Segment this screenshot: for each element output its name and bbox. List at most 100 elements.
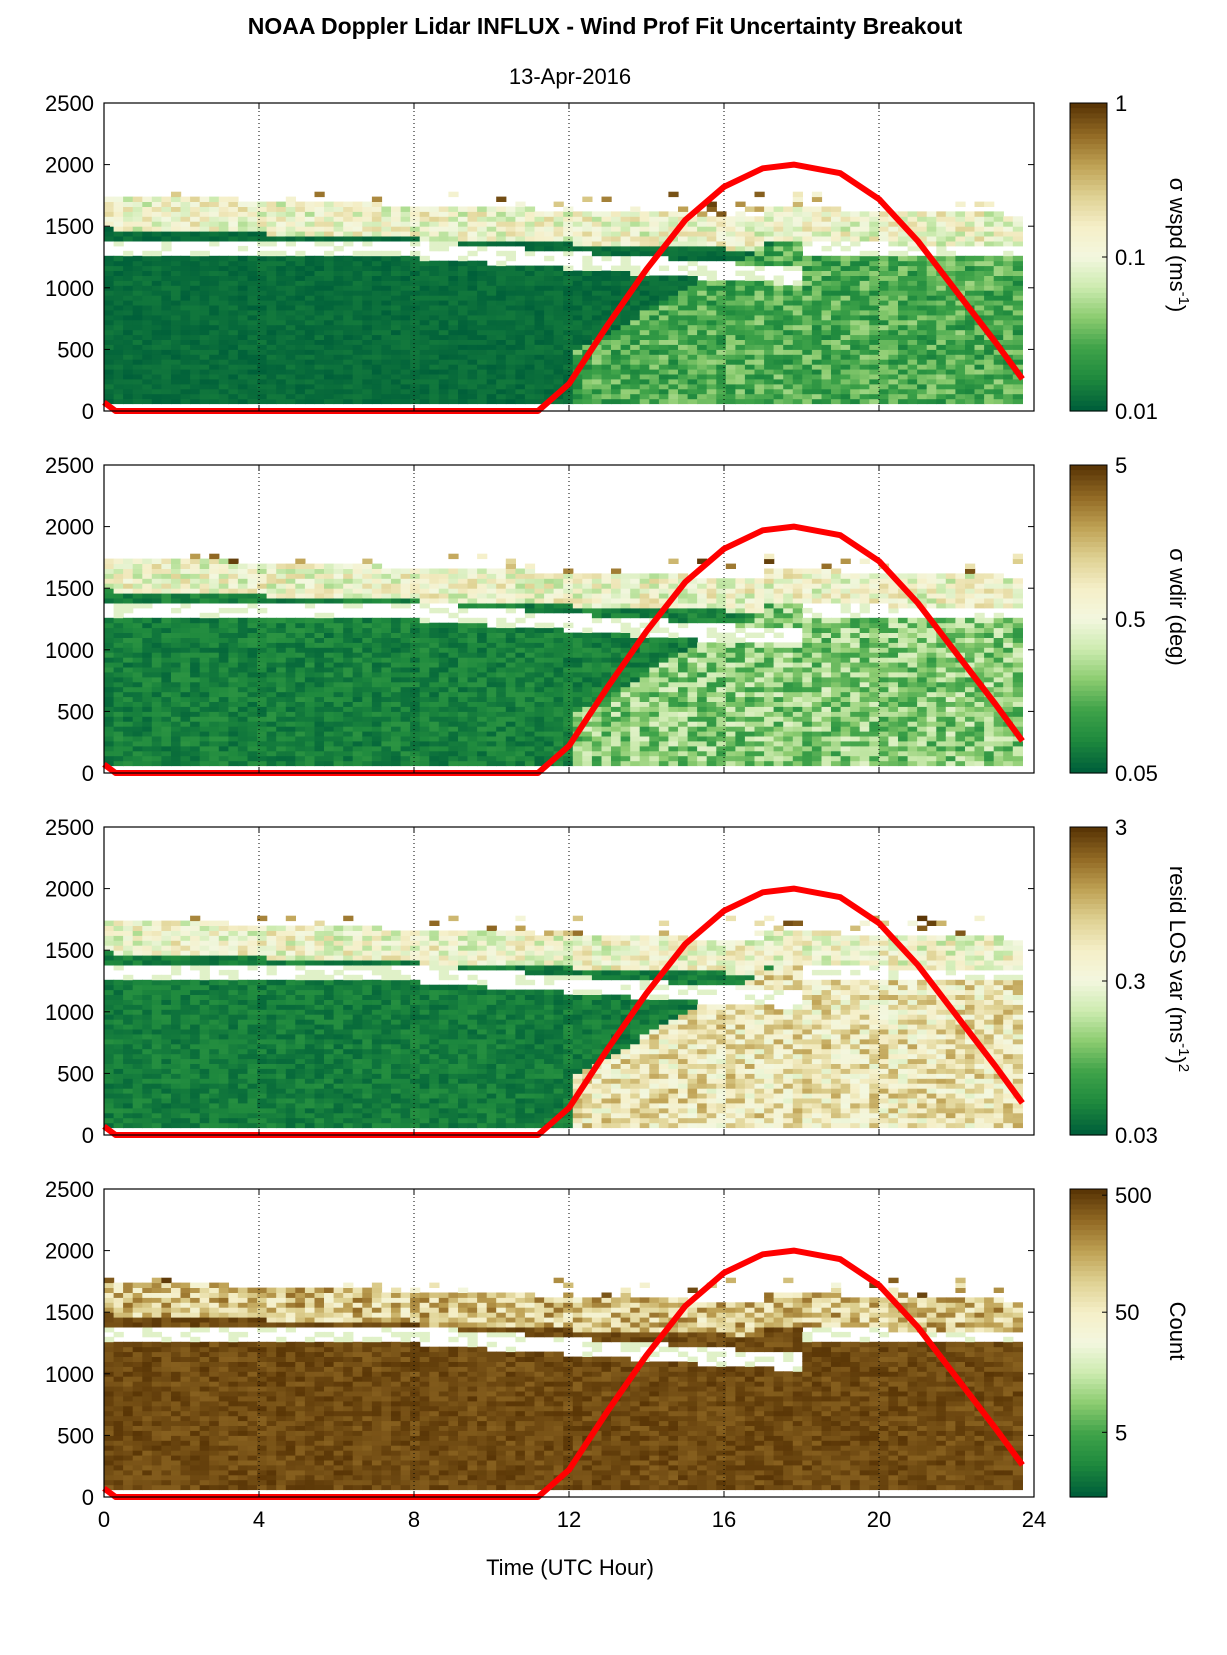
heatmap-cell bbox=[821, 369, 832, 375]
heatmap-cell bbox=[381, 637, 392, 643]
heatmap-cell bbox=[735, 226, 746, 232]
heatmap-cell bbox=[965, 398, 976, 405]
heatmap-cell bbox=[764, 305, 775, 311]
heatmap-cell bbox=[572, 290, 583, 296]
heatmap-cell bbox=[304, 617, 316, 624]
heatmap-cell bbox=[362, 652, 373, 658]
heatmap-cell bbox=[247, 642, 258, 648]
heatmap-cell bbox=[314, 339, 325, 345]
heatmap-cell bbox=[898, 211, 909, 217]
heatmap-cell bbox=[601, 295, 612, 301]
heatmap-cell bbox=[1012, 241, 1023, 247]
heatmap-cell bbox=[515, 221, 526, 227]
heatmap-cell bbox=[381, 755, 392, 762]
heatmap-cell bbox=[391, 329, 402, 336]
heatmap-cell bbox=[343, 285, 354, 291]
heatmap-cell bbox=[266, 632, 277, 638]
heatmap-cell bbox=[237, 686, 249, 693]
heatmap-cell bbox=[104, 657, 115, 663]
heatmap-cell bbox=[926, 211, 937, 217]
heatmap-cell bbox=[926, 275, 937, 281]
heatmap-cell bbox=[190, 558, 201, 564]
heatmap-cell bbox=[285, 622, 296, 629]
heatmap-cell bbox=[639, 285, 650, 291]
heatmap-cell bbox=[831, 216, 842, 222]
heatmap-cell bbox=[458, 364, 469, 370]
heatmap-cell bbox=[314, 598, 325, 604]
heatmap-cell bbox=[697, 300, 708, 306]
heatmap-cell bbox=[352, 598, 363, 604]
heatmap-cell bbox=[381, 622, 392, 629]
heatmap-cell bbox=[984, 354, 995, 360]
heatmap-cell bbox=[343, 667, 354, 673]
heatmap-cell bbox=[142, 226, 153, 232]
heatmap-cell bbox=[314, 696, 325, 702]
heatmap-cell bbox=[668, 245, 679, 252]
heatmap-cell bbox=[113, 196, 124, 202]
heatmap-cell bbox=[945, 265, 956, 271]
heatmap-cell bbox=[237, 652, 249, 658]
heatmap-cell bbox=[888, 250, 899, 257]
heatmap-cell bbox=[582, 388, 593, 395]
heatmap-cell bbox=[802, 369, 813, 375]
heatmap-cell bbox=[744, 241, 756, 247]
colorbar-segment bbox=[1070, 226, 1107, 232]
heatmap-cell bbox=[247, 329, 258, 336]
heatmap-cell bbox=[218, 721, 229, 727]
colorbar-segment bbox=[1070, 195, 1107, 202]
heatmap-cell bbox=[936, 226, 947, 232]
heatmap-cell bbox=[725, 255, 736, 262]
heatmap-cell bbox=[955, 236, 966, 242]
heatmap-cell bbox=[974, 300, 985, 306]
heatmap-cell bbox=[257, 364, 268, 370]
heatmap-cell bbox=[391, 637, 402, 643]
heatmap-cell bbox=[276, 632, 287, 638]
heatmap-cell bbox=[237, 270, 249, 276]
heatmap-cell bbox=[496, 314, 507, 321]
heatmap-cell bbox=[151, 369, 162, 375]
heatmap-cell bbox=[515, 339, 526, 345]
heatmap-cell bbox=[104, 216, 115, 222]
heatmap-cell bbox=[1012, 265, 1023, 271]
heatmap-cell bbox=[381, 696, 392, 702]
heatmap-cell bbox=[113, 578, 124, 584]
heatmap-cell bbox=[218, 260, 229, 267]
heatmap-cell bbox=[974, 295, 985, 301]
heatmap-cell bbox=[850, 300, 861, 306]
heatmap-cell bbox=[831, 344, 842, 350]
heatmap-cell bbox=[563, 211, 574, 217]
heatmap-cell bbox=[850, 280, 861, 286]
heatmap-cell bbox=[888, 388, 899, 395]
heatmap-cell bbox=[1012, 236, 1023, 242]
heatmap-cell bbox=[1003, 324, 1014, 331]
heatmap-cell bbox=[400, 324, 411, 331]
heatmap-cell bbox=[754, 310, 765, 316]
heatmap-cell bbox=[391, 398, 402, 405]
heatmap-cell bbox=[936, 290, 947, 296]
heatmap-cell bbox=[352, 563, 363, 569]
heatmap-cell bbox=[410, 221, 421, 227]
heatmap-cell bbox=[448, 285, 459, 291]
heatmap-cell bbox=[237, 344, 249, 350]
heatmap-cell bbox=[104, 568, 115, 574]
heatmap-cell bbox=[477, 216, 488, 222]
heatmap-cell bbox=[142, 745, 153, 752]
heatmap-cell bbox=[735, 290, 746, 296]
heatmap-cell bbox=[754, 319, 765, 326]
heatmap-cell bbox=[324, 711, 335, 717]
heatmap-cell bbox=[572, 393, 583, 400]
heatmap-cell bbox=[304, 265, 316, 271]
heatmap-cell bbox=[429, 359, 440, 365]
heatmap-cell bbox=[553, 280, 564, 286]
heatmap-cell bbox=[792, 369, 803, 375]
heatmap-cell bbox=[266, 221, 277, 227]
heatmap-cell bbox=[400, 275, 411, 281]
heatmap-cell bbox=[343, 583, 354, 589]
heatmap-cell bbox=[783, 290, 794, 296]
heatmap-cell bbox=[247, 573, 258, 579]
heatmap-cell bbox=[295, 354, 306, 360]
heatmap-cell bbox=[878, 314, 890, 321]
heatmap-cell bbox=[180, 750, 191, 757]
heatmap-cell bbox=[534, 339, 545, 345]
heatmap-cell bbox=[304, 285, 316, 291]
